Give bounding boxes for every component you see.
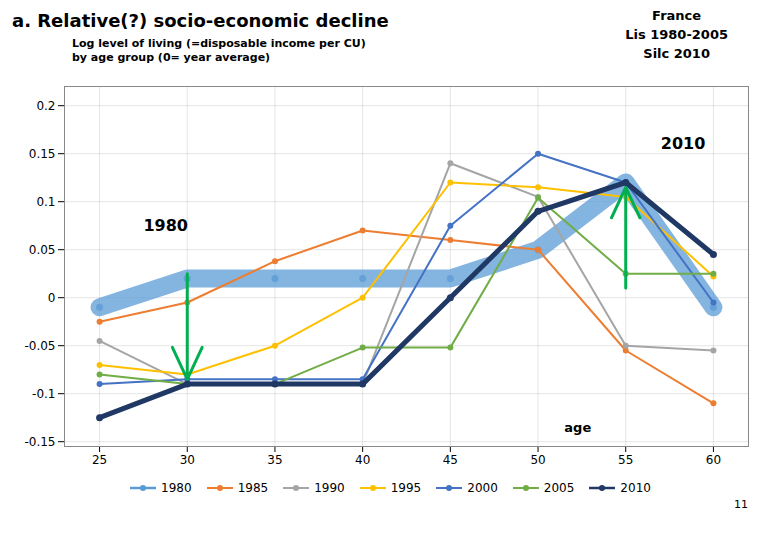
html-text:by age group (0= year average): by age group (0= year average) [72,51,271,64]
html-text:2010: 2010 [620,481,651,495]
html-text:2005: 2005 [543,481,575,495]
svg-text:2010: 2010 [661,134,706,153]
svg-text:0: 0 [48,291,56,305]
svg-text:50: 50 [530,453,545,467]
html-text:11: 11 [734,498,748,511]
svg-text:-0.15: -0.15 [24,435,55,449]
html-text:Log level of living (=disposab: Log level of living (=disposable income … [72,37,366,50]
svg-text:0.2: 0.2 [36,99,55,113]
svg-text:35: 35 [267,453,282,467]
svg-text:-0.05: -0.05 [24,339,55,353]
html-text:a. Relative(?) socio-economic: a. Relative(?) socio-economic decline [12,10,389,31]
svg-text:-0.1: -0.1 [32,387,55,401]
html-text:1995: 1995 [390,481,422,495]
html-text:1980: 1980 [161,481,192,495]
svg-text:0.15: 0.15 [29,147,56,161]
svg-text:55: 55 [618,453,633,467]
svg-text:age: age [564,420,591,435]
html-text:1990: 1990 [314,481,345,495]
svg-text:60: 60 [706,453,721,467]
svg-text:40: 40 [355,453,370,467]
svg-text:30: 30 [180,453,195,467]
html-text:1985: 1985 [237,481,269,495]
html-text:2000: 2000 [467,481,498,495]
svg-text:45: 45 [443,453,458,467]
svg-text:0.1: 0.1 [36,195,55,209]
html-text:France Lis 1980-2005 Silc 2010: France Lis 1980-2005 Silc 2010 [625,8,728,61]
svg-text:25: 25 [92,453,107,467]
svg-text:0.05: 0.05 [29,243,56,257]
svg-text:1980: 1980 [143,216,188,235]
